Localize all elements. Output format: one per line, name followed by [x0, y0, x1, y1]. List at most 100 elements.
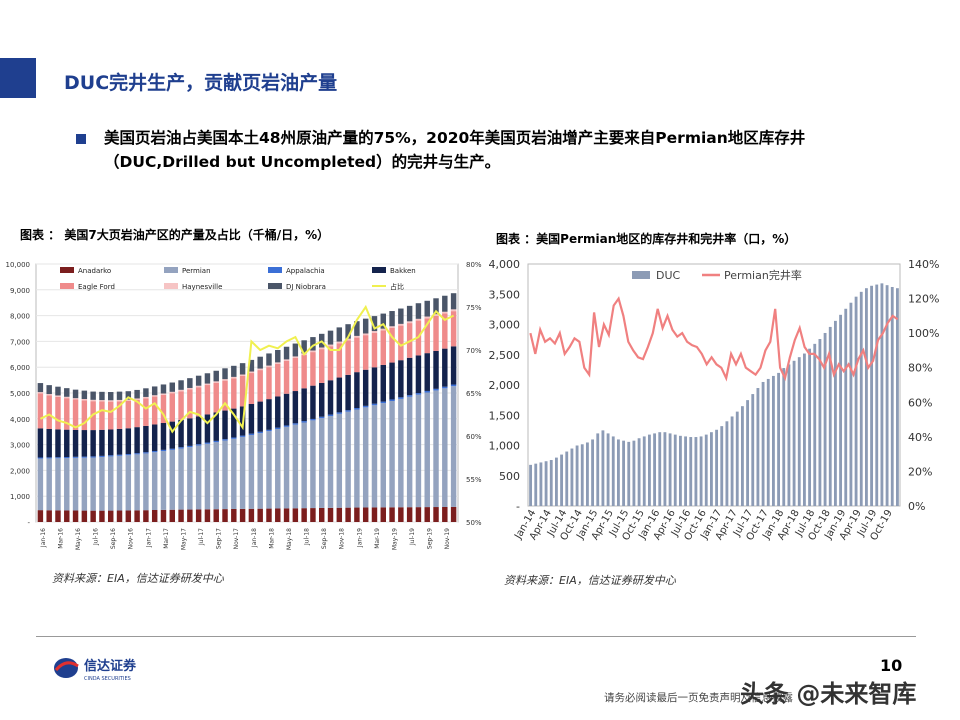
duc-bar: [756, 388, 760, 506]
bar-segment-bakken: [310, 385, 316, 419]
bar-segment-permian: [231, 438, 237, 509]
bar-segment-appalachia: [292, 423, 299, 425]
duc-bar: [740, 406, 744, 506]
bar-segment-permian: [204, 443, 211, 510]
bar-segment-bakken: [169, 421, 175, 449]
y2-tick-label: 50%: [466, 519, 482, 527]
bar-segment-appalachia: [134, 453, 140, 455]
bar-segment-eagle_ford: [160, 394, 167, 424]
bar-segment-eagle_ford: [231, 378, 237, 409]
bar-segment-permian: [415, 394, 422, 508]
bar-segment-appalachia: [319, 416, 325, 419]
bar-segment-appalachia: [345, 410, 351, 412]
y-tick-label: 2,000: [10, 467, 30, 475]
bar-segment-appalachia: [213, 440, 219, 443]
left-figure-title: 图表 ： 美国7大页岩油产区的产量及占比（千桶/日，%）: [20, 228, 330, 242]
bar-segment-appalachia: [398, 397, 404, 399]
duc-bar: [596, 433, 600, 506]
bar-segment-appalachia: [248, 433, 255, 436]
bar-segment-anadarko: [415, 507, 422, 522]
bar-segment-bakken: [433, 350, 439, 389]
bar-segment-appalachia: [99, 455, 105, 457]
bar-segment-permian: [116, 455, 123, 511]
bar-segment-dj_niobrara: [362, 318, 369, 334]
bar-segment-bakken: [55, 429, 61, 458]
bar-segment-permian: [222, 440, 228, 510]
bar-segment-appalachia: [424, 390, 430, 393]
bar-segment-eagle_ford: [222, 380, 228, 411]
watermark: 头条 @未来智库: [740, 680, 917, 708]
bar-segment-appalachia: [362, 405, 369, 408]
y-tick-label: 2,000: [489, 379, 521, 392]
bullet-square-icon: [76, 134, 86, 144]
bar-segment-permian: [336, 413, 343, 508]
bar-segment-bakken: [90, 430, 96, 457]
bar-segment-bakken: [398, 360, 404, 398]
x-tick-label: Nov-18: [339, 528, 346, 550]
duc-bar: [591, 439, 595, 506]
x-tick-label: Nov-16: [128, 528, 135, 550]
bar-segment-permian: [283, 426, 290, 509]
bar-segment-anadarko: [187, 509, 193, 522]
bar-segment-haynesville: [64, 396, 70, 399]
bar-segment-permian: [108, 456, 114, 511]
duc-bar: [684, 436, 688, 506]
bar-segment-appalachia: [125, 454, 132, 456]
bar-segment-permian: [125, 455, 132, 511]
bar-segment-haynesville: [354, 335, 360, 338]
bar-segment-eagle_ford: [283, 360, 290, 394]
duc-bar: [885, 285, 889, 506]
bar-segment-dj_niobrara: [222, 368, 228, 380]
bar-segment-appalachia: [143, 452, 149, 454]
legend-swatch: [632, 271, 650, 279]
y2-tick-label: 55%: [466, 476, 482, 484]
bar-segment-permian: [257, 433, 263, 509]
y-tick-label: 1,500: [489, 409, 521, 422]
bar-segment-haynesville: [108, 400, 114, 402]
duc-bar: [771, 375, 775, 506]
duc-bar: [694, 437, 698, 506]
x-tick-label: Jul-18: [304, 528, 311, 546]
bar-segment-anadarko: [266, 508, 272, 522]
duc-bar: [746, 400, 750, 506]
bar-segment-anadarko: [143, 510, 149, 522]
bar-segment-eagle_ford: [433, 315, 439, 351]
bar-segment-bakken: [345, 374, 351, 411]
bar-segment-haynesville: [72, 398, 79, 400]
bar-segment-dj_niobrara: [143, 388, 149, 397]
y2-tick-label: 0%: [908, 500, 925, 513]
bar-segment-appalachia: [275, 427, 281, 430]
bar-segment-anadarko: [81, 510, 88, 522]
duc-bar: [823, 332, 827, 506]
bar-segment-dj_niobrara: [81, 390, 88, 400]
bar-segment-eagle_ford: [380, 330, 386, 365]
bar-segment-dj_niobrara: [336, 327, 343, 342]
bar-segment-anadarko: [204, 509, 211, 522]
bar-segment-bakken: [178, 419, 184, 448]
x-tick-label: Jan-17: [145, 528, 152, 548]
bar-segment-appalachia: [204, 442, 211, 444]
bar-segment-dj_niobrara: [415, 303, 422, 319]
y2-tick-label: 60%: [466, 433, 482, 441]
bar-segment-anadarko: [72, 510, 79, 522]
x-tick-label: May-18: [286, 528, 293, 550]
bar-segment-anadarko: [354, 507, 360, 522]
bar-segment-eagle_ford: [450, 311, 457, 347]
bar-segment-anadarko: [213, 509, 219, 522]
bar-segment-bakken: [406, 357, 413, 396]
bar-segment-dj_niobrara: [327, 330, 334, 345]
bar-segment-bakken: [327, 380, 334, 415]
y-tick-label: 4,000: [489, 258, 521, 271]
bar-segment-bakken: [151, 424, 158, 452]
bar-segment-eagle_ford: [345, 340, 351, 375]
bar-segment-dj_niobrara: [248, 359, 255, 372]
bar-segment-permian: [371, 405, 378, 508]
bar-segment-dj_niobrara: [266, 353, 272, 366]
bar-segment-bakken: [72, 429, 79, 457]
bar-segment-bakken: [450, 346, 457, 385]
bar-segment-bakken: [380, 364, 386, 402]
duc-bar: [808, 348, 812, 506]
bar-segment-anadarko: [336, 507, 343, 522]
bar-segment-eagle_ford: [371, 332, 378, 368]
duc-bar: [549, 460, 553, 506]
